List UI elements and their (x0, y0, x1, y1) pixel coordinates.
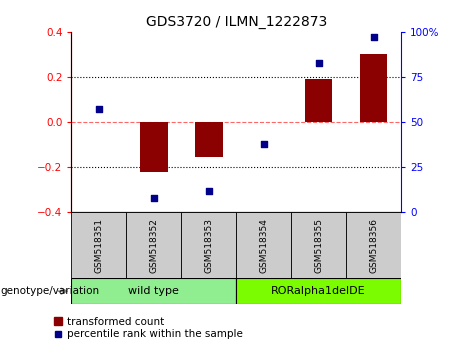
Text: GSM518352: GSM518352 (149, 218, 159, 273)
Bar (140, 122, 168, 172)
Bar (236, 278, 401, 304)
Bar (236, 212, 291, 278)
Point (370, 34, 377, 40)
Text: wild type: wild type (129, 286, 179, 296)
Text: GSM518353: GSM518353 (204, 218, 213, 273)
Bar (305, 79, 332, 122)
Bar (291, 212, 346, 278)
Bar (346, 212, 401, 278)
Point (260, 141, 267, 147)
Bar (71, 278, 236, 304)
Bar (360, 55, 387, 122)
Bar (195, 122, 223, 157)
Bar (126, 212, 181, 278)
Point (95, 107, 103, 112)
Point (315, 60, 322, 65)
Bar (181, 212, 236, 278)
Point (205, 188, 213, 194)
Text: genotype/variation: genotype/variation (0, 286, 99, 296)
Point (150, 195, 158, 201)
Text: GSM518354: GSM518354 (259, 218, 268, 273)
Text: GSM518356: GSM518356 (369, 218, 378, 273)
Legend: transformed count, percentile rank within the sample: transformed count, percentile rank withi… (53, 317, 243, 339)
Text: RORalpha1delDE: RORalpha1delDE (272, 286, 366, 296)
Text: GSM518351: GSM518351 (95, 218, 103, 273)
Title: GDS3720 / ILMN_1222873: GDS3720 / ILMN_1222873 (146, 16, 327, 29)
Text: GSM518355: GSM518355 (314, 218, 323, 273)
Bar (71, 212, 126, 278)
